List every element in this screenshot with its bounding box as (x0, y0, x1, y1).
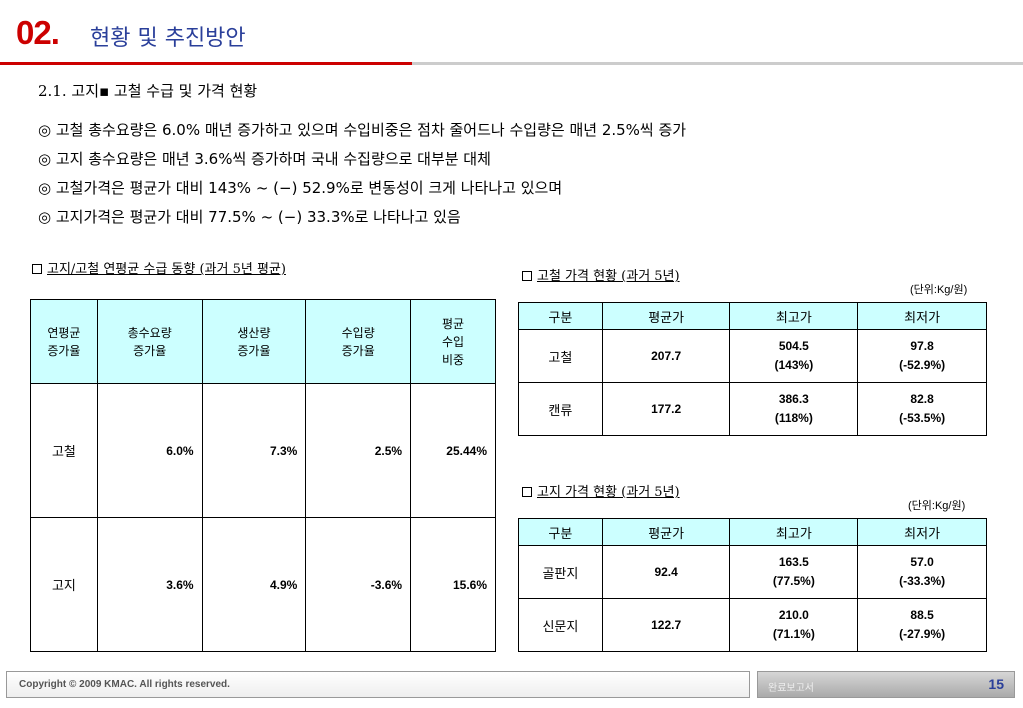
header-text: 수입량 증가율 (341, 325, 375, 358)
min-pct: (-27.9%) (899, 627, 946, 641)
max-pct: (118%) (774, 411, 813, 425)
min-pct: (-53.5%) (899, 411, 946, 425)
scrap-price-table: 구분 평균가 최고가 최저가 고철 207.7 504.5 (143%) 97.8… (518, 302, 987, 436)
checkbox-square-icon (522, 487, 532, 497)
min-price: 82.8 (910, 392, 934, 406)
table-header-cell: 생산량 증가율 (201, 299, 307, 384)
max-price: 163.5 (778, 555, 809, 569)
header-text: 생산량 증가율 (237, 325, 271, 358)
table-header-cell: 수입량 증가율 (305, 299, 412, 384)
checkbox-square-icon (32, 264, 42, 274)
table-cell: 2.5% (305, 383, 412, 518)
table-cell: 92.4 (601, 545, 731, 599)
table-header-cell: 연평균 증가율 (30, 299, 98, 384)
header-text: 연평균 증가율 (47, 325, 81, 358)
table-row: 고지 3.6% 4.9% -3.6% 15.6% (30, 517, 496, 652)
unit-label: (단위:Kg/원) (910, 284, 968, 296)
header-divider-accent (0, 62, 412, 65)
table-cell: 82.8 (-53.5%) (857, 382, 987, 436)
max-price: 386.3 (778, 392, 809, 406)
paper-price-caption: 고지 가격 현황 (과거 5년) (522, 481, 680, 500)
table-cell: 163.5 (77.5%) (729, 545, 859, 599)
table-row: 고철 6.0% 7.3% 2.5% 25.44% (30, 383, 496, 518)
table-cell: 7.3% (201, 383, 307, 518)
min-price: 57.0 (910, 555, 934, 569)
table-header-cell: 평균 수입 비중 (410, 299, 496, 384)
table-header-cell: 최저가 (857, 302, 987, 330)
min-pct: (-33.3%) (899, 574, 946, 588)
header-divider (0, 62, 1023, 65)
row-label: 고철 (518, 329, 603, 383)
table-header-cell: 평균가 (601, 518, 731, 546)
bullet-item: ◎ 고철가격은 평균가 대비 143% ~ (−) 52.9%로 변동성이 크게… (38, 179, 563, 197)
table-cell: 177.2 (601, 382, 731, 436)
caption-text: 고지/고철 연평균 수급 동향 (과거 5년 평균) (47, 262, 286, 277)
document-label: 완료보고서 (768, 683, 814, 694)
max-price: 210.0 (778, 608, 809, 622)
copyright-text: Copyright © 2009 KMAC. All rights reserv… (19, 679, 230, 690)
row-label: 캔류 (518, 382, 603, 436)
table-cell: 3.6% (96, 517, 203, 652)
checkbox-square-icon (522, 271, 532, 281)
table-cell: 15.6% (410, 517, 496, 652)
max-price: 504.5 (778, 339, 809, 353)
table-header-cell: 평균가 (601, 302, 731, 330)
table-row: 고철 207.7 504.5 (143%) 97.8 (-52.9%) (518, 329, 987, 383)
caption-text: 고지 가격 현황 (과거 5년) (537, 485, 680, 500)
table-header-cell: 총수요량 증가율 (96, 299, 203, 384)
page-title: 현황 및 추진방안 (90, 26, 246, 51)
table-row: 골판지 92.4 163.5 (77.5%) 57.0 (-33.3%) (518, 545, 987, 599)
table-row: 신문지 122.7 210.0 (71.1%) 88.5 (-27.9%) (518, 598, 987, 652)
table-cell: 25.44% (410, 383, 496, 518)
section-number: 02. (16, 14, 60, 51)
row-label: 신문지 (518, 598, 603, 652)
supply-table: 연평균 증가율 총수요량 증가율 생산량 증가율 수입량 증가율 평균 수입 비… (30, 299, 496, 652)
min-pct: (-52.9%) (899, 358, 946, 372)
bullet-item: ◎ 고지 총수요량은 매년 3.6%씩 증가하며 국내 수집량으로 대부분 대체 (38, 150, 491, 168)
footer-bar: Copyright © 2009 KMAC. All rights reserv… (6, 671, 750, 698)
max-pct: (143%) (774, 358, 814, 372)
footer-page-box: 완료보고서 15 (757, 671, 1015, 698)
bullet-item: ◎ 고철 총수요량은 6.0% 매년 증가하고 있으며 수입비중은 점차 줄어드… (38, 121, 687, 139)
bullet-item: ◎ 고지가격은 평균가 대비 77.5% ~ (−) 33.3%로 나타나고 있… (38, 208, 461, 226)
row-label: 골판지 (518, 545, 603, 599)
header-text: 총수요량 증가율 (127, 325, 172, 358)
table-row: 캔류 177.2 386.3 (118%) 82.8 (-53.5%) (518, 382, 987, 436)
table-header-cell: 구분 (518, 302, 603, 330)
table-cell: -3.6% (305, 517, 412, 652)
supply-table-caption: 고지/고철 연평균 수급 동향 (과거 5년 평균) (32, 258, 286, 277)
header-text: 평균 수입 비중 (442, 316, 465, 367)
caption-text: 고철 가격 현황 (과거 5년) (537, 269, 680, 284)
table-cell: 6.0% (96, 383, 203, 518)
table-cell: 57.0 (-33.3%) (857, 545, 987, 599)
table-cell: 210.0 (71.1%) (729, 598, 859, 652)
table-cell: 386.3 (118%) (729, 382, 859, 436)
subheading: 2.1. 고지▪ 고철 수급 및 가격 현황 (38, 82, 258, 100)
min-price: 88.5 (910, 608, 934, 622)
max-pct: (71.1%) (772, 627, 815, 641)
row-label: 고철 (30, 383, 98, 518)
paper-price-table: 구분 평균가 최고가 최저가 골판지 92.4 163.5 (77.5%) 57.… (518, 518, 987, 652)
scrap-price-caption: 고철 가격 현황 (과거 5년) (522, 265, 680, 284)
table-cell: 207.7 (601, 329, 731, 383)
summary-bullets: ◎ 고철 총수요량은 6.0% 매년 증가하고 있으며 수입비중은 점차 줄어드… (38, 116, 686, 232)
table-header-cell: 최고가 (729, 302, 859, 330)
table-cell: 4.9% (201, 517, 307, 652)
min-price: 97.8 (910, 339, 934, 353)
table-cell: 504.5 (143%) (729, 329, 859, 383)
table-header-cell: 최고가 (729, 518, 859, 546)
table-cell: 88.5 (-27.9%) (857, 598, 987, 652)
row-label: 고지 (30, 517, 98, 652)
table-header-cell: 최저가 (857, 518, 987, 546)
max-pct: (77.5%) (772, 574, 815, 588)
table-header-cell: 구분 (518, 518, 603, 546)
page-number: 15 (988, 676, 1004, 692)
table-cell: 97.8 (-52.9%) (857, 329, 987, 383)
table-cell: 122.7 (601, 598, 731, 652)
unit-label: (단위:Kg/원) (908, 500, 966, 512)
